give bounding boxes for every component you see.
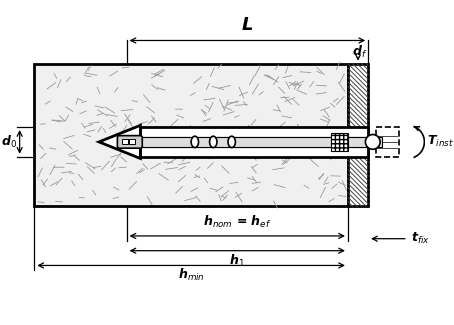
FancyBboxPatch shape xyxy=(118,136,142,148)
Ellipse shape xyxy=(210,136,217,148)
Ellipse shape xyxy=(191,136,198,148)
Ellipse shape xyxy=(228,136,235,148)
Bar xyxy=(129,139,135,145)
Bar xyxy=(140,137,382,147)
Text: L: L xyxy=(242,16,253,34)
Text: d$_f$: d$_f$ xyxy=(352,44,368,59)
Text: h$_1$: h$_1$ xyxy=(229,253,245,269)
Polygon shape xyxy=(99,125,140,159)
FancyBboxPatch shape xyxy=(35,63,348,206)
Bar xyxy=(122,139,128,145)
Bar xyxy=(140,127,368,157)
Bar xyxy=(331,133,348,151)
Circle shape xyxy=(365,135,380,149)
Text: h$_{min}$: h$_{min}$ xyxy=(178,267,205,283)
Text: h$_{nom}$ = h$_{ef}$: h$_{nom}$ = h$_{ef}$ xyxy=(203,214,271,230)
Text: t$_{fix}$: t$_{fix}$ xyxy=(410,231,429,246)
Bar xyxy=(375,127,399,157)
Text: d$_0$: d$_0$ xyxy=(0,134,17,150)
Text: T$_{inst}$: T$_{inst}$ xyxy=(427,134,454,150)
Bar xyxy=(348,63,368,206)
